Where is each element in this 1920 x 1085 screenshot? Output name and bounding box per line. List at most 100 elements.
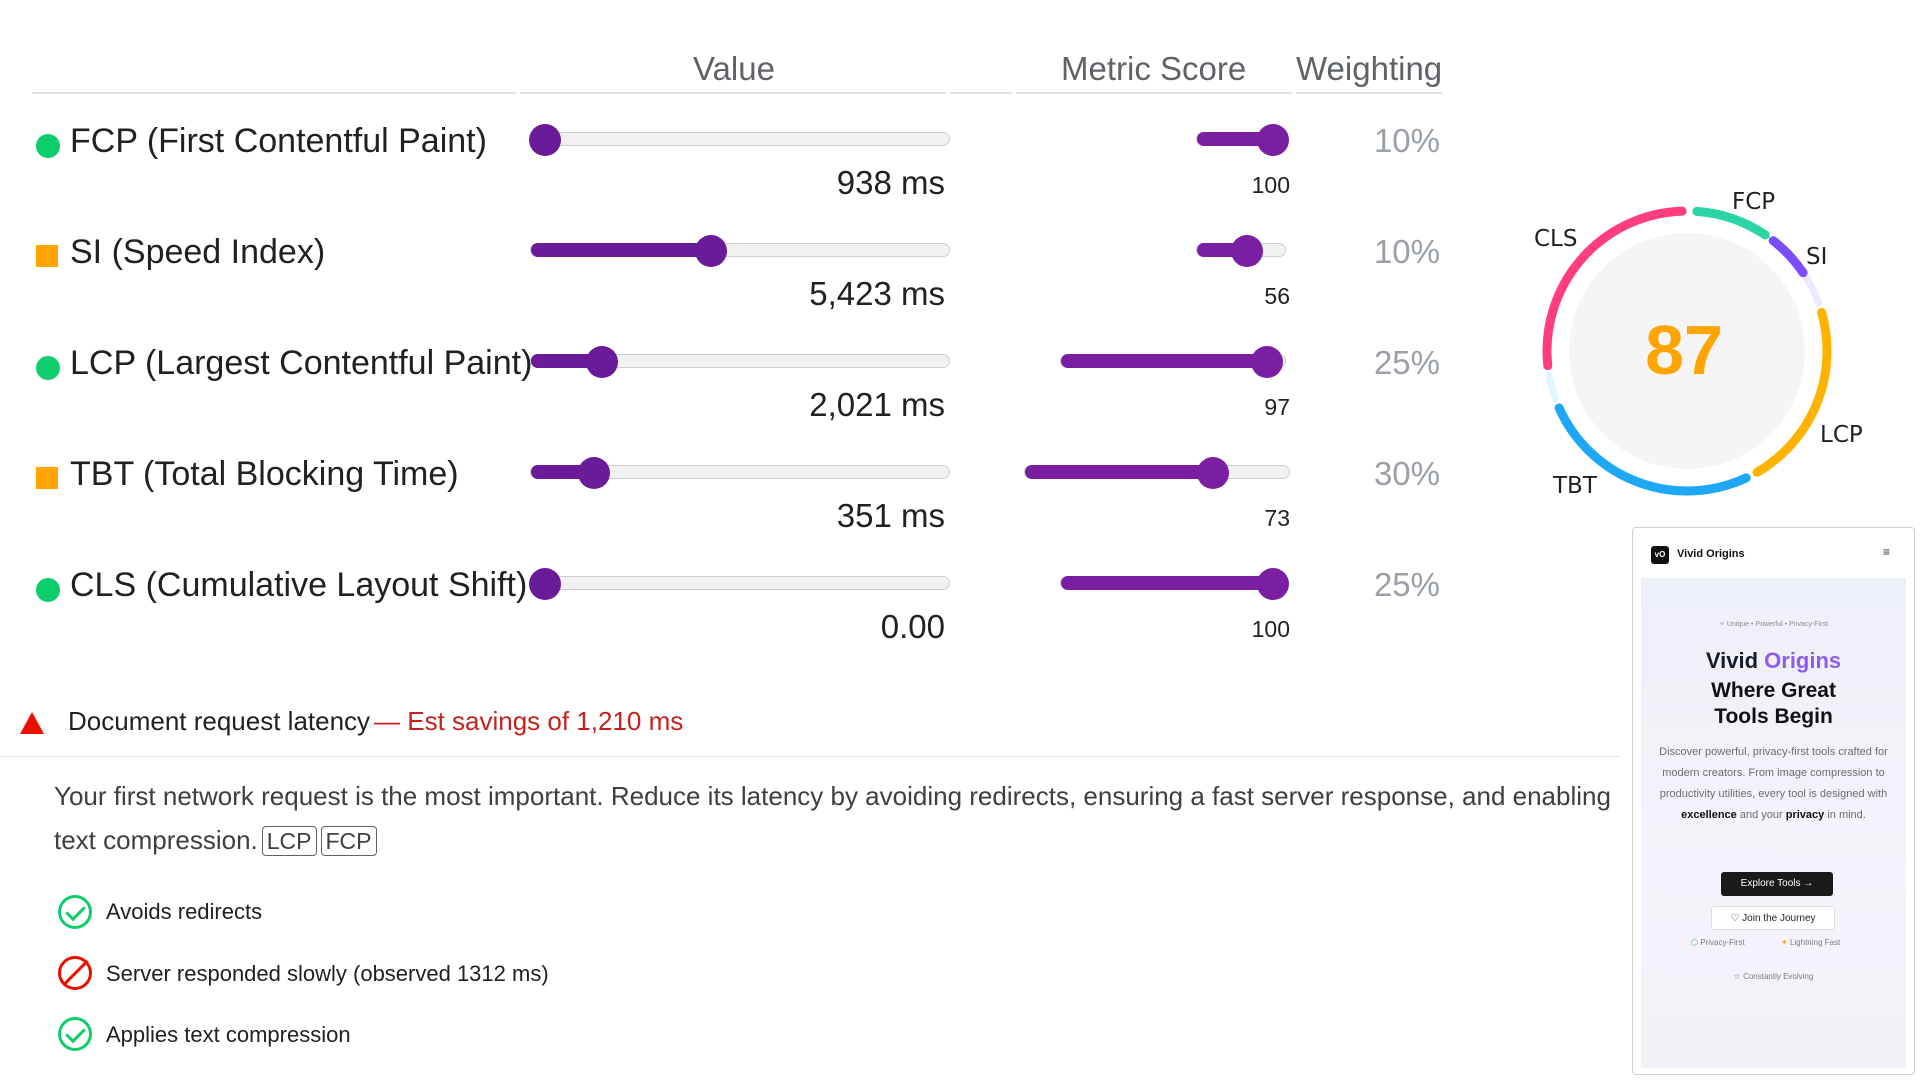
gauge-arc-fcp: [1692, 206, 1770, 240]
metric-value: 0.00: [880, 608, 945, 645]
value-slider[interactable]: [530, 346, 950, 378]
value-slider[interactable]: [530, 457, 950, 489]
value-slider[interactable]: [529, 568, 950, 600]
gauge-label-cls: CLS: [1534, 226, 1578, 252]
pass-indicator-icon: [36, 578, 60, 602]
metric-score-value: 100: [1251, 616, 1290, 642]
preview-feature-fast: ✦ Lightning Fast: [1781, 938, 1841, 947]
audit-description: Your first network request is the most i…: [54, 774, 1614, 862]
metric-weight: 10%: [1373, 122, 1440, 159]
gauge-label-si: SI: [1806, 244, 1828, 270]
page-screenshot-preview[interactable]: vO Vivid Origins ≡ ✧ Unique • Powerful •…: [1632, 527, 1915, 1075]
pass-icon: [58, 895, 92, 929]
metric-weight: 25%: [1373, 344, 1440, 381]
header-divider: [1296, 92, 1442, 94]
preview-para-1: Discover powerful, privacy-first tools c…: [1659, 746, 1888, 800]
performance-score: 87: [1645, 311, 1723, 389]
score-slider-handle[interactable]: [1257, 568, 1289, 600]
preview-para-bold-2: privacy: [1785, 809, 1825, 821]
score-slider-fill: [1061, 576, 1273, 590]
metric-name: FCP (First Contentful Paint): [70, 122, 487, 160]
value-slider-handle[interactable]: [529, 568, 561, 600]
gauge-label-fcp: FCP: [1732, 189, 1776, 215]
metric-value: 938 ms: [836, 164, 945, 201]
audit-title[interactable]: Document request latency: [68, 706, 371, 736]
score-slider[interactable]: [1060, 346, 1286, 378]
metric-score-value: 56: [1264, 283, 1290, 309]
value-slider[interactable]: [529, 124, 950, 156]
metric-name: SI (Speed Index): [70, 233, 326, 271]
header-divider: [1016, 92, 1292, 94]
preview-tagline: ✧ Unique • Powerful • Privacy-First: [1719, 621, 1828, 628]
value-slider-handle[interactable]: [577, 457, 610, 489]
preview-explore-button: Explore Tools →: [1721, 872, 1833, 896]
score-slider[interactable]: [1060, 568, 1289, 600]
score-slider-fill: [1061, 354, 1268, 368]
header-value: Value: [693, 50, 775, 87]
header-divider: [520, 92, 946, 94]
metric-score-value: 97: [1264, 394, 1290, 420]
value-slider-handle[interactable]: [585, 346, 618, 378]
pass-indicator-icon: [36, 356, 60, 380]
score-slider[interactable]: [1196, 124, 1289, 156]
preview-paragraph: Discover powerful, privacy-first tools c…: [1651, 742, 1896, 826]
average-indicator-icon: [36, 467, 58, 489]
average-indicator-icon: [36, 245, 58, 267]
gauge-arcs: [1542, 206, 1832, 496]
metric-value: 5,423 ms: [809, 275, 945, 312]
metric-weight: 10%: [1373, 233, 1440, 270]
score-slider-handle[interactable]: [1251, 346, 1284, 378]
pass-indicator-icon: [36, 134, 60, 158]
score-slider-handle[interactable]: [1257, 124, 1289, 156]
score-slider[interactable]: [1024, 457, 1290, 489]
preview-join-button: ♡ Join the Journey: [1711, 906, 1835, 930]
metric-name: TBT (Total Blocking Time): [70, 455, 459, 493]
audit-item-redirects: Avoids redirects: [106, 899, 263, 924]
value-slider-handle[interactable]: [695, 235, 728, 267]
preview-feature-1: Privacy-First: [1700, 938, 1745, 947]
gauge-arc-tbt-bg: [1545, 371, 1559, 403]
metric-name: CLS (Cumulative Layout Shift): [70, 566, 528, 604]
gauge-arc-tbt: [1554, 403, 1751, 496]
preview-title: Vivid Origins: [1641, 648, 1906, 674]
preview-header: vO Vivid Origins ≡: [1633, 528, 1914, 578]
header-weighting: Weighting: [1296, 50, 1443, 87]
chip-fcp[interactable]: FCP: [320, 826, 377, 856]
preview-feature-2: Lightning Fast: [1789, 938, 1841, 947]
value-slider-fill: [531, 243, 712, 257]
preview-para-bold-1: excellence: [1681, 809, 1737, 821]
preview-logo: vO: [1651, 546, 1669, 564]
score-slider-fill: [1197, 132, 1273, 146]
chip-lcp[interactable]: LCP: [261, 826, 317, 856]
score-slider-handle[interactable]: [1230, 235, 1263, 267]
menu-icon: ≡: [1883, 545, 1891, 559]
gauge-arc-si: [1768, 236, 1808, 278]
audit-item-server-response: Server responded slowly (observed 1312 m…: [106, 961, 549, 986]
preview-feature-privacy: ⬡ Privacy-First: [1691, 938, 1745, 947]
gauge-arc-lcp: [1752, 307, 1832, 477]
preview-feature-evolving: ☆ Constantly Evolving: [1733, 972, 1814, 981]
score-slider-handle[interactable]: [1197, 457, 1230, 489]
header-metric-score: Metric Score: [1061, 50, 1247, 87]
preview-hero: ✧ Unique • Powerful • Privacy-First Vivi…: [1641, 578, 1906, 1068]
header-divider: [32, 92, 516, 94]
gauge-arc-cls: [1542, 206, 1687, 371]
audit-description-text: Your first network request is the most i…: [54, 781, 1611, 855]
audit-divider: [0, 756, 1620, 757]
preview-title-b: Origins: [1764, 648, 1842, 673]
metric-value: 2,021 ms: [809, 386, 945, 423]
preview-brand: Vivid Origins: [1677, 548, 1745, 560]
metric-name: LCP (Largest Contentful Paint): [70, 344, 533, 382]
value-slider-handle[interactable]: [529, 124, 561, 156]
warning-icon: [20, 712, 44, 734]
audit-savings: — Est savings of 1,210 ms: [374, 706, 684, 736]
preview-subtitle: Where Great Tools Begin: [1711, 679, 1836, 728]
gauge-background: [1569, 233, 1805, 469]
score-slider[interactable]: [1196, 235, 1286, 267]
audit-item-text-compression: Applies text compression: [106, 1022, 351, 1047]
header-divider: [950, 92, 1012, 94]
metric-score-value: 100: [1251, 172, 1290, 198]
preview-title-a: Vivid: [1705, 648, 1759, 673]
value-slider[interactable]: [530, 235, 950, 267]
gauge-label-tbt: TBT: [1553, 473, 1597, 499]
